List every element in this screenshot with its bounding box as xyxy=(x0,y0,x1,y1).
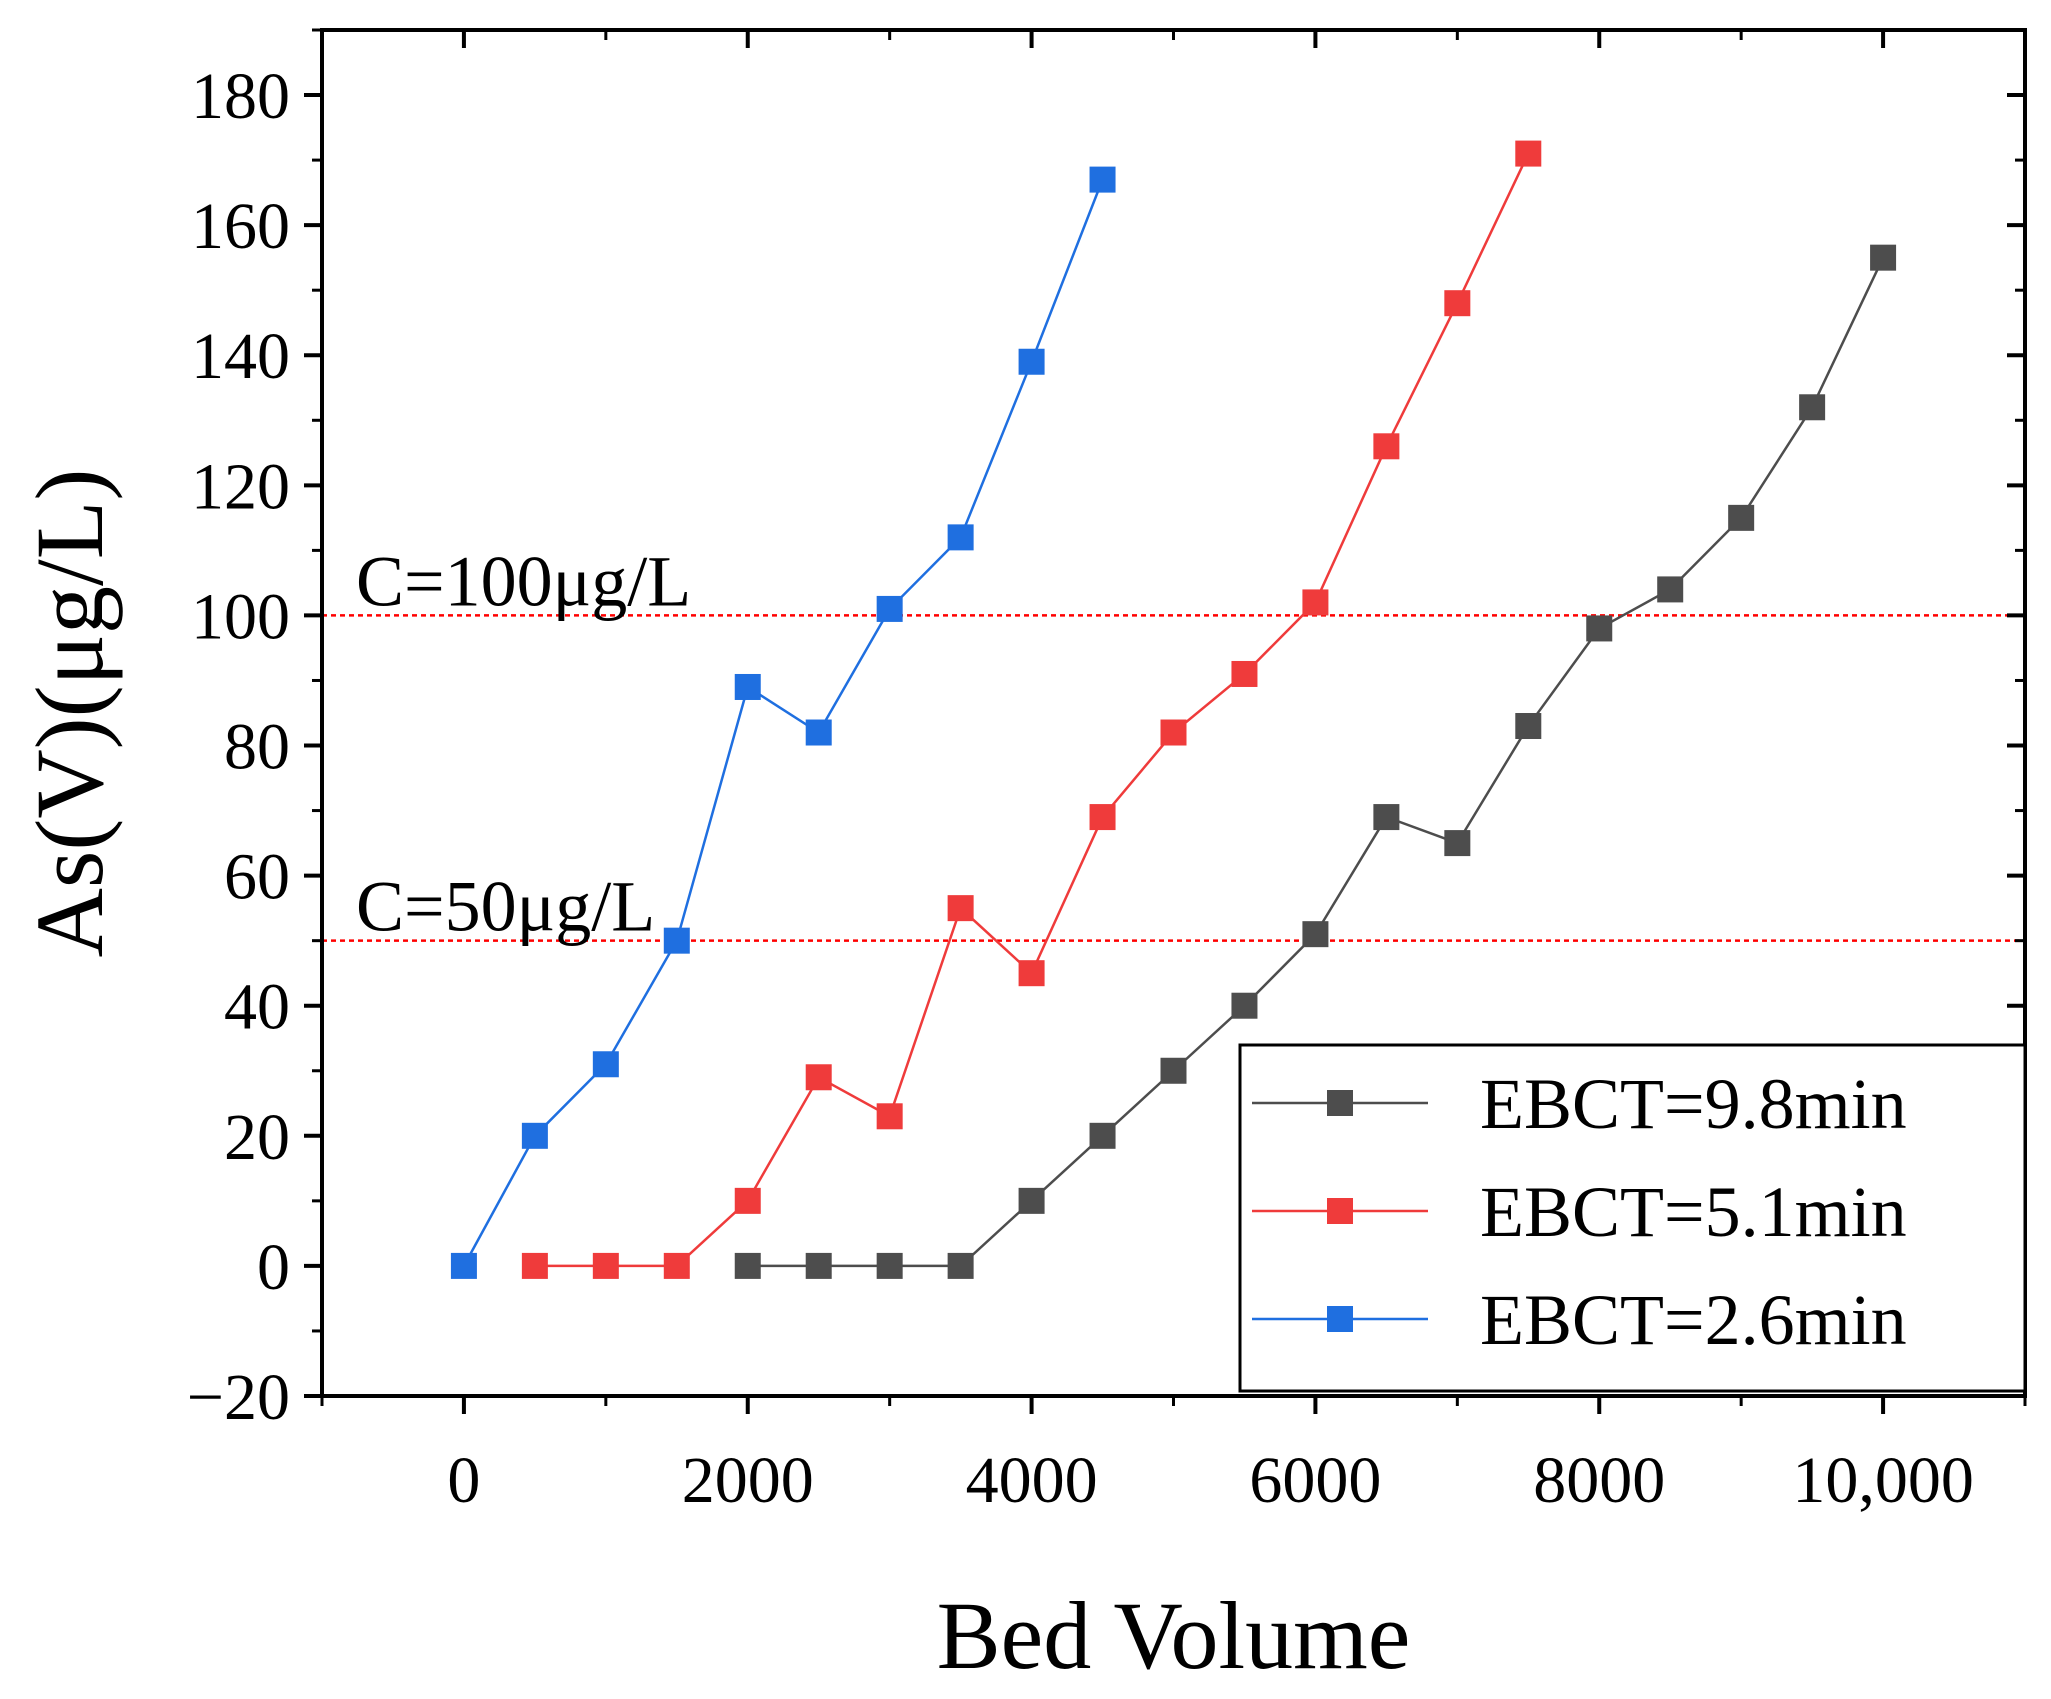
data-point xyxy=(947,1252,974,1279)
data-point xyxy=(947,524,974,551)
y-tick-label: 60 xyxy=(224,841,290,914)
y-tick-label: 180 xyxy=(191,60,290,133)
data-point xyxy=(1160,719,1187,746)
data-point xyxy=(1586,615,1613,642)
data-point xyxy=(1444,290,1471,317)
series-line xyxy=(462,179,1104,1267)
data-point xyxy=(1160,1057,1187,1084)
data-point xyxy=(1302,589,1329,616)
data-point xyxy=(1018,348,1045,375)
data-point xyxy=(876,595,903,622)
y-tick-label: 160 xyxy=(191,190,290,263)
data-point xyxy=(1089,804,1116,831)
data-point xyxy=(876,1103,903,1130)
legend-entry: EBCT=5.1min xyxy=(1480,1172,1907,1252)
y-tick-label: 140 xyxy=(191,320,290,393)
legend-marker xyxy=(1327,1306,1353,1332)
x-tick-label: 4000 xyxy=(966,1444,1098,1517)
x-tick-label: 10,000 xyxy=(1792,1444,1974,1517)
data-point xyxy=(734,1187,761,1214)
data-point xyxy=(1870,244,1897,271)
tick-labels: −20 0 20 40 60 80 100 120 140 160 180 0 2000 4000 6000… xyxy=(187,60,1974,1517)
y-tick-label: 80 xyxy=(224,711,290,784)
data-point xyxy=(805,719,832,746)
x-axis-title: Bed Volume xyxy=(937,1582,1411,1689)
data-point xyxy=(1231,992,1258,1019)
data-point xyxy=(1515,713,1542,740)
series-1 xyxy=(521,140,1542,1279)
data-point xyxy=(592,1051,619,1078)
data-point xyxy=(876,1252,903,1279)
x-tick-label: 2000 xyxy=(682,1444,814,1517)
data-point xyxy=(1018,960,1045,987)
reference-line-label: C=50μg/L xyxy=(356,867,655,947)
data-point xyxy=(1515,140,1542,167)
data-point xyxy=(1089,1122,1116,1149)
data-point xyxy=(1373,433,1400,460)
data-point xyxy=(734,1252,761,1279)
data-point xyxy=(1444,830,1471,857)
data-point xyxy=(1231,660,1258,687)
y-tick-label: 40 xyxy=(224,971,290,1044)
series-2 xyxy=(450,166,1116,1279)
data-point xyxy=(521,1252,548,1279)
data-point xyxy=(1657,576,1684,603)
data-point xyxy=(592,1252,619,1279)
data-point xyxy=(1302,921,1329,948)
data-point xyxy=(663,1252,690,1279)
data-point xyxy=(734,673,761,700)
legend-marker xyxy=(1327,1090,1353,1116)
x-tick-label: 0 xyxy=(447,1444,480,1517)
series-0 xyxy=(734,244,1897,1279)
data-point xyxy=(805,1252,832,1279)
x-tick-label: 8000 xyxy=(1533,1444,1665,1517)
data-point xyxy=(1018,1187,1045,1214)
y-tick-label: 20 xyxy=(224,1101,290,1174)
data-point xyxy=(1799,394,1826,421)
data-point xyxy=(1373,804,1400,831)
data-point xyxy=(663,927,690,954)
legend-marker xyxy=(1327,1198,1353,1224)
data-point xyxy=(805,1064,832,1091)
legend: EBCT=9.8min EBCT=5.1min EBCT=2.6min xyxy=(1238,1043,2027,1393)
y-axis-title: As(V)(μg/L) xyxy=(16,469,123,958)
reference-lines: C=100μg/L C=50μg/L xyxy=(322,541,2025,947)
y-tick-label: −20 xyxy=(187,1361,290,1434)
data-point xyxy=(450,1252,477,1279)
data-point xyxy=(1728,504,1755,531)
y-tick-label: 120 xyxy=(191,450,290,523)
legend-entry: EBCT=9.8min xyxy=(1480,1064,1907,1144)
x-tick-label: 6000 xyxy=(1249,1444,1381,1517)
data-point xyxy=(947,895,974,922)
series-layer xyxy=(450,140,1897,1279)
data-point xyxy=(1089,166,1116,193)
data-point xyxy=(521,1122,548,1149)
reference-line-label: C=100μg/L xyxy=(356,541,691,621)
y-tick-label: 0 xyxy=(257,1231,290,1304)
legend-entry: EBCT=2.6min xyxy=(1480,1280,1907,1360)
y-tick-label: 100 xyxy=(191,580,290,653)
